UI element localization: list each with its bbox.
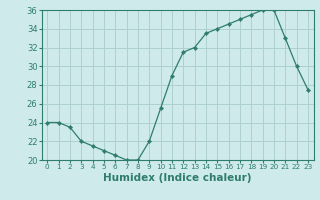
X-axis label: Humidex (Indice chaleur): Humidex (Indice chaleur) xyxy=(103,173,252,183)
